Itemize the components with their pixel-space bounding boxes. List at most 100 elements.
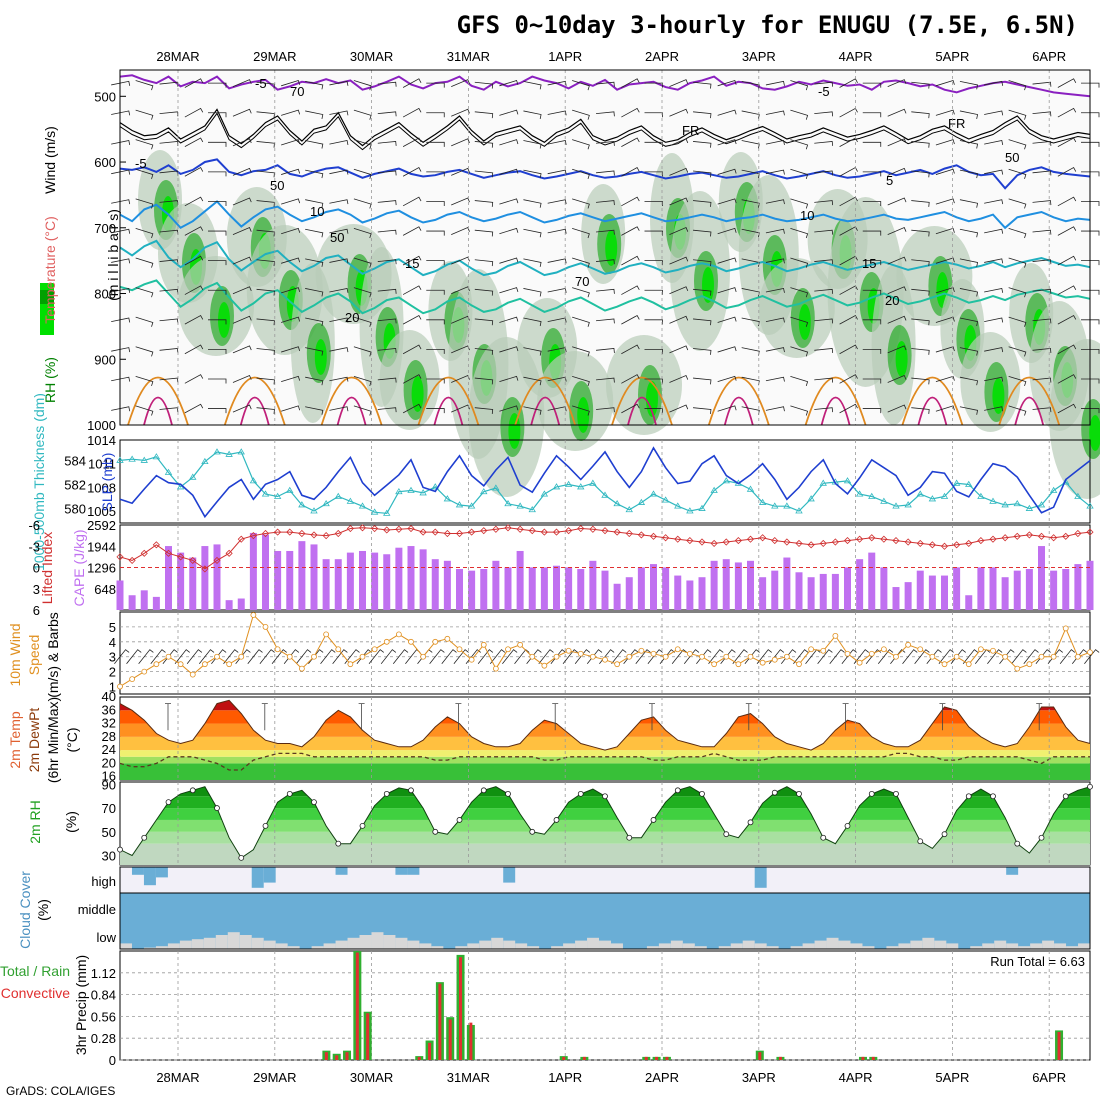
temp-minmax-bar	[455, 703, 462, 731]
rh-shade-saturated	[508, 413, 521, 449]
cape-bar	[298, 541, 306, 610]
thickness-tick-label: 584	[64, 453, 86, 468]
li-marker	[480, 527, 488, 535]
bottom-date-label: 2APR	[645, 1070, 679, 1085]
wind-barb	[669, 374, 689, 383]
cape-bar	[916, 570, 924, 610]
thickness-ylabel: 1000-500mb Thickness (dm)	[31, 393, 47, 571]
thickness-marker	[855, 490, 864, 497]
wind-barb	[184, 255, 204, 266]
rh-marker	[650, 817, 657, 823]
rh-marker	[189, 787, 196, 794]
wind-barb	[281, 316, 301, 323]
wind-barb	[305, 140, 324, 149]
rh-marker	[529, 828, 536, 835]
precip-tick-label: 0.56	[91, 1009, 116, 1024]
wind-barb	[474, 81, 494, 89]
isotherm-fr	[119, 108, 1091, 147]
cape-bar	[395, 547, 403, 610]
rh-marker	[893, 790, 899, 797]
thickness-marker	[965, 480, 973, 487]
wind-barb	[814, 407, 834, 413]
wind-barb	[572, 375, 590, 387]
li-marker	[383, 526, 391, 534]
wind-barb	[596, 200, 615, 206]
wind-barb	[426, 230, 445, 236]
wind-barb	[329, 258, 349, 264]
cape-bar	[807, 577, 815, 610]
cape-bar	[831, 573, 839, 610]
surface-wind-barb	[926, 649, 942, 665]
wind-barb	[353, 287, 372, 298]
cape-bar	[747, 560, 754, 610]
wind-barb	[984, 347, 1004, 353]
cape-bar	[734, 562, 742, 610]
cape-bar	[625, 577, 633, 610]
wind-barb	[911, 318, 930, 326]
wind-barb	[353, 168, 372, 179]
rh-marker	[165, 799, 172, 806]
thickness-marker	[807, 495, 815, 502]
precip-convective-bar	[665, 1056, 669, 1060]
wind-barb	[887, 79, 907, 88]
wind-barb	[765, 169, 785, 175]
wind-barb	[644, 230, 663, 236]
slp-thickness-panel: 1014 1011 1008 1005 584 582 580	[64, 433, 1094, 524]
surface-wind-barb	[332, 649, 348, 665]
rh-marker	[699, 790, 705, 797]
wind-speed-marker	[408, 638, 414, 645]
wind-barb	[135, 168, 154, 179]
cape-bar	[456, 569, 463, 610]
wind-barb	[741, 80, 760, 90]
wind-barb	[329, 317, 349, 323]
wind-barb	[135, 228, 154, 239]
rh-marker	[262, 822, 269, 829]
wind-barb	[862, 201, 882, 206]
wind-barb	[451, 167, 470, 176]
wind-barb	[1008, 316, 1027, 327]
wind-barb	[839, 374, 858, 384]
wind-speed-marker	[335, 646, 342, 653]
wind-barb	[305, 228, 324, 238]
rh-marker	[1014, 840, 1021, 847]
wind-barb	[402, 374, 422, 384]
cape-bar	[407, 546, 415, 610]
thickness-marker	[1001, 501, 1009, 508]
cape-bar	[1013, 570, 1021, 610]
thickness-marker	[625, 505, 633, 513]
cape-bar	[504, 567, 512, 610]
wind-barb	[717, 405, 737, 412]
thickness-marker	[467, 502, 476, 509]
wind-barb	[1008, 139, 1027, 150]
thickness-marker	[383, 509, 391, 516]
rh-marker	[626, 834, 633, 841]
wind-barb	[1008, 287, 1027, 298]
wind-speed-marker	[747, 653, 754, 660]
wind-barb	[935, 316, 955, 323]
cape-bar	[468, 570, 476, 610]
li-marker	[843, 537, 852, 545]
wind-barb	[572, 168, 590, 179]
surface-wind-barb	[950, 649, 966, 665]
wind-barb	[765, 228, 785, 234]
wind-barb	[523, 140, 542, 149]
surface-wind-barb	[295, 649, 312, 665]
li-marker	[698, 538, 706, 546]
cape-bar	[177, 552, 185, 610]
wind-barb	[572, 405, 590, 416]
wind-barb	[305, 258, 324, 267]
isotherm-30	[336, 396, 367, 426]
wind-barb	[256, 407, 275, 414]
wind-barb	[644, 171, 663, 177]
wind-barb	[862, 171, 882, 177]
wind-speed-marker	[480, 641, 487, 648]
wind-barb	[523, 258, 542, 267]
li-marker	[201, 565, 209, 573]
wind-barb	[402, 167, 422, 177]
cape-bar	[249, 532, 257, 610]
li-marker	[346, 524, 354, 533]
li-marker	[395, 525, 403, 533]
wind-barb	[669, 404, 689, 413]
surface-wind-barb	[1047, 649, 1063, 665]
